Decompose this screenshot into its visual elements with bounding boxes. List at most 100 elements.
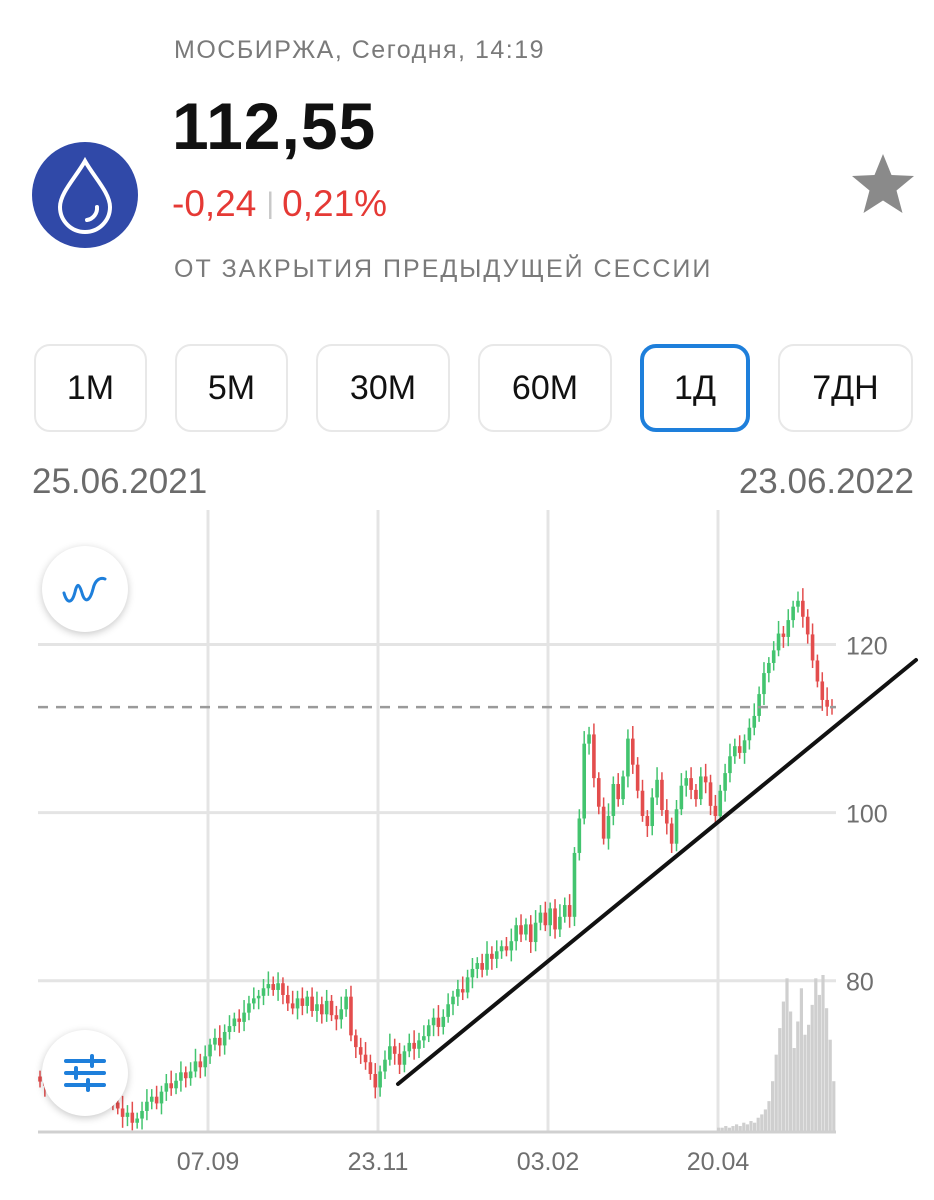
- price-change: -0,24 | 0,21%: [172, 183, 387, 225]
- candle-body: [247, 1003, 251, 1013]
- candle-body: [771, 650, 776, 663]
- candle-body: [805, 616, 810, 635]
- candle-body: [378, 1071, 382, 1088]
- candle-body: [490, 953, 494, 959]
- volume-bar: [778, 1028, 782, 1131]
- interval-1m-button[interactable]: 1М: [34, 344, 147, 432]
- candle-body: [237, 1018, 242, 1022]
- change-absolute: -0,24: [172, 183, 257, 224]
- candle-body: [815, 660, 820, 682]
- candle-body: [742, 740, 747, 753]
- candle-body: [266, 984, 271, 989]
- candle-body: [324, 1000, 329, 1015]
- candle-body: [514, 925, 518, 942]
- candle-body: [363, 1054, 368, 1063]
- candle-body: [388, 1046, 392, 1060]
- volume-bar: [731, 1126, 735, 1131]
- candle-body: [286, 994, 290, 1004]
- volume-bar: [774, 1054, 778, 1131]
- candle-body: [232, 1018, 237, 1027]
- candle-body: [699, 776, 703, 800]
- volume-bar: [832, 1081, 836, 1131]
- candle-body: [412, 1042, 416, 1049]
- candle-body: [582, 743, 586, 819]
- volume-bar: [781, 1001, 785, 1131]
- candle-body: [329, 1000, 334, 1016]
- interval-60m-button[interactable]: 60М: [478, 344, 612, 432]
- candle-body: [213, 1037, 217, 1045]
- volume-bar: [756, 1117, 760, 1131]
- volume-bar: [717, 1127, 721, 1131]
- candle-body: [159, 1091, 164, 1104]
- candle-body: [451, 996, 455, 1005]
- candle-body: [397, 1053, 402, 1065]
- candle-body: [441, 1016, 446, 1027]
- candle-body: [145, 1101, 149, 1111]
- interval-1d-button[interactable]: 1Д: [640, 344, 750, 432]
- candle-body: [149, 1096, 154, 1102]
- star-icon[interactable]: [848, 150, 918, 220]
- candle-body: [140, 1110, 144, 1119]
- range-end-date: 23.06.2022: [738, 462, 914, 501]
- candle-body: [776, 633, 781, 651]
- candle-body: [733, 746, 737, 757]
- volume-bar: [738, 1126, 742, 1131]
- volume-bar: [727, 1127, 731, 1131]
- candle-body: [650, 797, 655, 827]
- candle-body: [684, 778, 689, 786]
- candle-body: [524, 924, 528, 935]
- candle-body: [538, 912, 543, 923]
- volume-bar: [760, 1114, 764, 1131]
- candle-body: [203, 1056, 208, 1068]
- candle-body: [38, 1076, 42, 1082]
- candle-body: [630, 738, 635, 765]
- candle-body: [456, 989, 460, 997]
- volume-bar: [724, 1126, 728, 1131]
- candle-body: [169, 1083, 173, 1089]
- sliders-icon[interactable]: [42, 1030, 128, 1116]
- candle-body: [703, 776, 708, 783]
- candle-body: [179, 1072, 183, 1081]
- range-start-date: 25.06.2021: [32, 462, 208, 501]
- candle-body: [577, 818, 582, 853]
- candle-body: [767, 662, 771, 674]
- volume-bar: [735, 1124, 739, 1131]
- candle-body: [305, 996, 310, 1006]
- candle-body: [422, 1036, 426, 1041]
- candle-body: [528, 924, 533, 943]
- candle-body: [494, 951, 499, 959]
- candle-body: [295, 998, 300, 1009]
- candle-body: [611, 784, 616, 816]
- line-wave-icon[interactable]: [42, 546, 128, 632]
- volume-bar: [796, 1021, 800, 1131]
- volume-bar: [745, 1124, 749, 1131]
- volume-bar: [817, 994, 821, 1131]
- volume-bar: [767, 1101, 771, 1131]
- candle-body: [271, 984, 276, 990]
- candle-body: [174, 1080, 178, 1089]
- x-axis-tick-label: 07.09: [177, 1148, 240, 1176]
- interval-7d-button[interactable]: 7ДН: [778, 344, 913, 432]
- candle-body: [825, 699, 829, 707]
- candle-body: [499, 946, 504, 952]
- interval-5m-button[interactable]: 5М: [175, 344, 288, 432]
- candle-body: [315, 1004, 319, 1011]
- candle-body: [791, 606, 795, 621]
- candle-body: [368, 1062, 373, 1075]
- candle-body: [718, 790, 723, 816]
- candle-body: [208, 1044, 212, 1057]
- candle-body: [198, 1061, 203, 1068]
- x-axis-tick-label: 03.02: [517, 1148, 580, 1176]
- candle-body: [567, 905, 572, 917]
- volume-bar: [799, 988, 803, 1131]
- candle-body: [810, 634, 815, 661]
- volume-bar: [763, 1109, 767, 1131]
- interval-30m-button[interactable]: 30М: [316, 344, 450, 432]
- candle-body: [820, 681, 825, 700]
- candle-body: [120, 1108, 125, 1117]
- candle-body: [446, 1004, 450, 1017]
- candle-body: [645, 815, 650, 827]
- candle-body: [426, 1025, 431, 1037]
- price-chart[interactable]: 80 100 120 07.09 23.11 03.02 20.04: [0, 500, 934, 1200]
- candle-body: [747, 727, 752, 741]
